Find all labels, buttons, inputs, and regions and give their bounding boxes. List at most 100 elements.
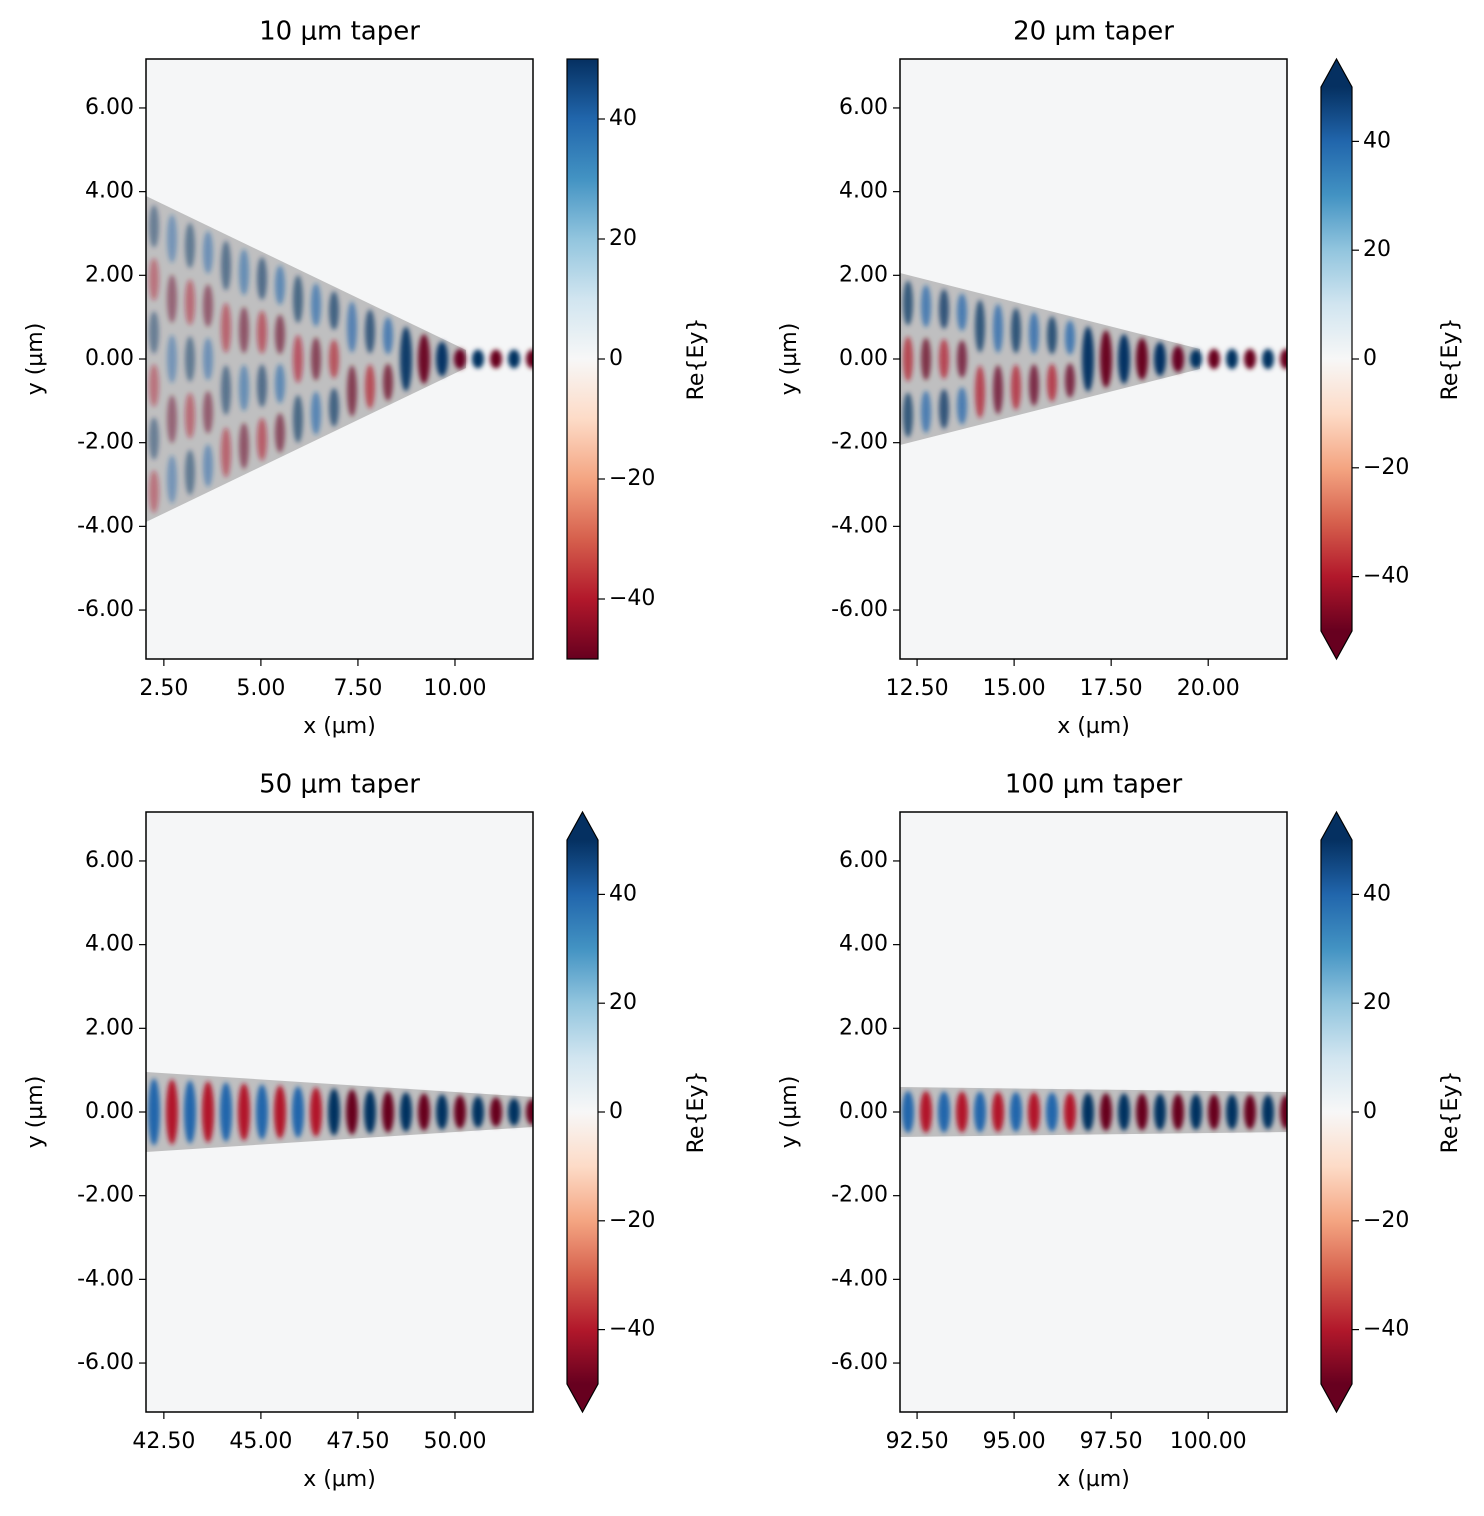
chart-title: 100 μm taper [1005, 770, 1183, 800]
y-tick-label: -6.00 [831, 597, 888, 622]
field-lobe [1118, 1093, 1130, 1131]
field-lobe [239, 306, 249, 354]
y-tick-label: -4.00 [831, 1266, 888, 1291]
field-lobe [203, 231, 213, 274]
colorbar-label: Re{Ey} [1438, 318, 1463, 401]
y-tick-label: -2.00 [831, 430, 888, 455]
field-lobe [974, 1091, 986, 1133]
y-tick-label: 2.00 [85, 1015, 134, 1040]
field-lobe [1244, 348, 1256, 370]
field-stripes [903, 280, 1287, 438]
field-lobe [921, 390, 931, 434]
field-lobe [238, 1083, 250, 1141]
field-lobe [921, 337, 931, 381]
field-lobe [920, 1091, 932, 1133]
colorbar-tick-label: 0 [1363, 346, 1377, 371]
y-axis-label: y (µm) [23, 323, 48, 396]
x-tick-label: 7.50 [333, 676, 382, 701]
chart-title: 20 μm taper [1013, 17, 1174, 47]
y-tick-label: 0.00 [85, 1099, 134, 1124]
field-lobe [1065, 363, 1075, 398]
field-lobe [1262, 348, 1274, 370]
field-lobe [185, 336, 195, 382]
field-lobe [239, 364, 249, 412]
field-lobe [293, 335, 303, 383]
field-lobe [1010, 1092, 1022, 1132]
field [900, 812, 1287, 1412]
field-lobe [436, 1094, 448, 1130]
field-lobe [166, 1079, 178, 1145]
field-lobe [436, 341, 448, 377]
field-lobe [472, 1096, 484, 1128]
colorbar-tick-label: 20 [1363, 990, 1391, 1015]
y-axis-label: y (µm) [23, 1076, 48, 1149]
colorbar-label: Re{Ey} [1438, 1071, 1463, 1154]
taper [900, 273, 1200, 445]
field-lobe [329, 339, 339, 379]
field-lobe [293, 275, 303, 324]
field-lobe [221, 240, 231, 291]
field-lobe [454, 1095, 466, 1129]
x-tick-label: 2.50 [139, 676, 188, 701]
field-lobe [400, 1092, 412, 1132]
y-tick-label: -4.00 [77, 1266, 134, 1291]
field-lobe [293, 394, 303, 443]
field-lobe [957, 387, 967, 425]
field-lobe [1029, 312, 1039, 354]
x-tick-label: 42.50 [132, 1429, 195, 1454]
y-tick-label: -6.00 [77, 1350, 134, 1375]
x-tick-label: 97.50 [1080, 1429, 1143, 1454]
field-lobe [329, 388, 339, 427]
field-lobe [275, 363, 285, 404]
field-lobe [149, 311, 159, 354]
y-tick-label: 4.00 [85, 932, 134, 957]
field-lobe [921, 284, 931, 328]
field-lobe [149, 470, 159, 513]
field-lobe [184, 1080, 196, 1144]
field-lobe [1047, 363, 1057, 402]
y-tick-label: -6.00 [77, 597, 134, 622]
field-lobe [1082, 1092, 1094, 1132]
y-tick-label: 2.00 [839, 1015, 888, 1040]
field-lobe [1154, 1093, 1166, 1131]
field-lobe [347, 365, 357, 417]
field-lobe [149, 364, 159, 407]
field-lobe [1226, 1094, 1238, 1130]
field-lobe [1065, 320, 1075, 355]
colorbar-outline [566, 810, 599, 1414]
x-axis-label: x (µm) [1057, 714, 1130, 739]
field-lobe [383, 317, 393, 355]
field-lobe [939, 388, 949, 429]
colorbar [567, 840, 598, 1384]
x-axis-label: x (µm) [303, 1467, 376, 1492]
x-tick-label: 95.00 [983, 1429, 1046, 1454]
field-lobe [347, 301, 357, 353]
field-lobe [328, 1088, 340, 1136]
colorbar-extend-max [1321, 59, 1352, 87]
x-tick-label: 50.00 [423, 1429, 486, 1454]
colorbar-tick-label: 0 [1363, 1099, 1377, 1124]
field-lobe [1136, 338, 1148, 380]
chart-title: 10 μm taper [259, 17, 420, 47]
field-lobe [939, 339, 949, 379]
colorbar-tick-label: −20 [1363, 1208, 1409, 1233]
field-lobe [1047, 316, 1057, 355]
y-tick-label: -4.00 [77, 513, 134, 538]
field-lobe [1064, 1092, 1076, 1132]
field-lobe [526, 1099, 533, 1125]
field-lobe [1280, 1094, 1287, 1130]
colorbar-tick-label: −20 [609, 1208, 655, 1233]
field-lobe [1082, 326, 1094, 392]
x-tick-label: 12.50 [886, 676, 949, 701]
colorbar [567, 59, 598, 659]
field-lobe [454, 348, 466, 370]
field-lobe [329, 291, 339, 330]
field-lobe [167, 395, 177, 444]
y-tick-label: -2.00 [831, 1183, 888, 1208]
field-lobe [993, 365, 1003, 415]
y-tick-label: 4.00 [839, 179, 888, 204]
field-lobe [1011, 308, 1021, 354]
field [900, 59, 1287, 659]
field-lobe [365, 364, 375, 409]
